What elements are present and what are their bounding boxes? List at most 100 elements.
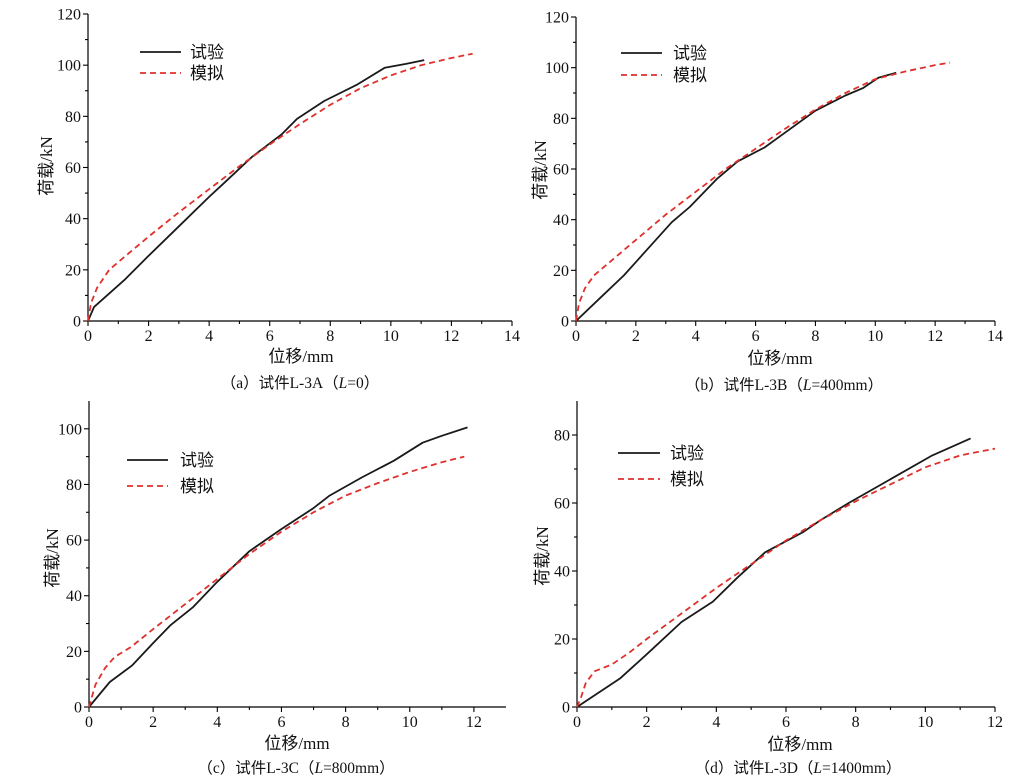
- x-axis-label: 位移/mm: [268, 347, 333, 366]
- x-tick-label: 4: [692, 328, 700, 345]
- x-tick-label: 4: [712, 714, 720, 731]
- caption-text: （a）试件L-3A（: [221, 374, 339, 392]
- x-tick-label: 14: [987, 328, 1003, 345]
- x-tick-label: 12: [927, 328, 943, 345]
- x-tick-label: 0: [572, 328, 580, 345]
- x-tick-label: 10: [867, 328, 883, 345]
- caption-value: =1400mm）: [822, 760, 901, 777]
- caption-value: =400mm）: [811, 377, 883, 394]
- series-line-simulation: [88, 455, 465, 708]
- x-tick-label: 8: [326, 328, 334, 345]
- x-tick-label: 2: [643, 714, 651, 731]
- x-tick-label: 2: [632, 328, 640, 345]
- x-tick-label: 12: [443, 328, 459, 345]
- y-tick-label: 20: [553, 263, 569, 280]
- x-tick-label: 6: [752, 328, 760, 345]
- caption-b: （b）试件L-3B（L=400mm）: [685, 376, 883, 394]
- caption-text: （b）试件L-3B（: [685, 376, 803, 394]
- x-tick-label: 10: [383, 328, 399, 345]
- caption-variable: L: [338, 375, 348, 392]
- y-tick-label: 60: [554, 496, 570, 513]
- caption-variable: L: [802, 377, 812, 394]
- x-tick-label: 12: [987, 714, 1003, 731]
- x-tick-label: 10: [402, 714, 418, 731]
- y-axis-label: 荷载/kN: [37, 136, 56, 196]
- legend-label: 试验: [673, 44, 707, 63]
- legend-label: 模拟: [180, 477, 214, 496]
- y-tick-label: 20: [66, 644, 82, 661]
- x-tick-label: 2: [149, 714, 157, 731]
- y-tick-label: 40: [65, 211, 81, 228]
- x-tick-label: 6: [266, 328, 274, 345]
- x-tick-label: 2: [145, 328, 153, 345]
- y-tick-label: 20: [554, 632, 570, 649]
- series-line-simulation: [575, 61, 951, 322]
- y-axis-label: 荷载/kN: [533, 526, 552, 586]
- x-tick-label: 10: [917, 714, 933, 731]
- x-tick-label: 14: [504, 328, 520, 345]
- y-tick-label: 0: [561, 314, 569, 331]
- series-line-experiment: [576, 437, 971, 708]
- y-tick-label: 80: [553, 111, 569, 128]
- x-axis-label: 位移/mm: [747, 349, 812, 368]
- caption-text: （c）试件L-3C（: [197, 759, 314, 777]
- x-tick-label: 0: [85, 714, 93, 731]
- y-tick-label: 20: [65, 262, 81, 279]
- y-tick-label: 60: [553, 162, 569, 179]
- legend-label: 模拟: [670, 470, 704, 489]
- caption-a: （a）试件L-3A（L=0）: [221, 374, 380, 392]
- y-axis-label: 荷载/kN: [43, 528, 62, 588]
- x-tick-label: 0: [84, 328, 92, 345]
- y-tick-label: 0: [74, 700, 82, 717]
- legend-label: 试验: [190, 43, 224, 62]
- y-tick-label: 60: [65, 160, 81, 177]
- y-tick-label: 120: [57, 7, 81, 24]
- legend-label: 模拟: [673, 66, 707, 85]
- caption-variable: L: [812, 760, 822, 777]
- y-tick-label: 100: [545, 60, 569, 77]
- y-tick-label: 40: [554, 564, 570, 581]
- y-tick-label: 80: [554, 428, 570, 445]
- x-tick-label: 4: [213, 714, 221, 731]
- y-tick-label: 0: [73, 314, 81, 331]
- legend-label: 试验: [670, 444, 704, 463]
- legend-label: 模拟: [190, 64, 224, 83]
- y-axis-label: 荷载/kN: [531, 140, 550, 200]
- caption-text: （d）试件L-3D（: [695, 759, 814, 777]
- series-line-simulation: [576, 447, 996, 708]
- y-tick-label: 0: [562, 700, 570, 717]
- x-axis-label: 位移/mm: [264, 734, 329, 753]
- legend-label: 试验: [180, 451, 214, 470]
- x-tick-label: 8: [811, 328, 819, 345]
- y-tick-label: 40: [553, 212, 569, 229]
- y-tick-label: 80: [66, 477, 82, 494]
- x-tick-label: 6: [782, 714, 790, 731]
- x-tick-label: 12: [466, 714, 482, 731]
- caption-value: =800mm）: [323, 760, 395, 777]
- x-axis-label: 位移/mm: [767, 735, 832, 754]
- y-tick-label: 100: [58, 421, 82, 438]
- caption-d: （d）试件L-3D（L=1400mm）: [695, 759, 902, 777]
- x-tick-label: 6: [277, 714, 285, 731]
- x-tick-label: 8: [342, 714, 350, 731]
- x-tick-label: 4: [205, 328, 213, 345]
- x-tick-label: 0: [573, 714, 581, 731]
- y-tick-label: 120: [545, 10, 569, 27]
- caption-value: =0）: [347, 375, 379, 392]
- y-tick-label: 80: [65, 109, 81, 126]
- caption-c: （c）试件L-3C（L=800mm）: [197, 759, 394, 777]
- series-line-experiment: [87, 59, 425, 322]
- y-tick-label: 40: [66, 588, 82, 605]
- y-tick-label: 60: [66, 533, 82, 550]
- series-line-simulation: [87, 52, 473, 322]
- series-line-experiment: [88, 426, 468, 708]
- caption-variable: L: [313, 760, 323, 777]
- series-line-experiment: [575, 71, 897, 322]
- y-tick-label: 100: [57, 58, 81, 75]
